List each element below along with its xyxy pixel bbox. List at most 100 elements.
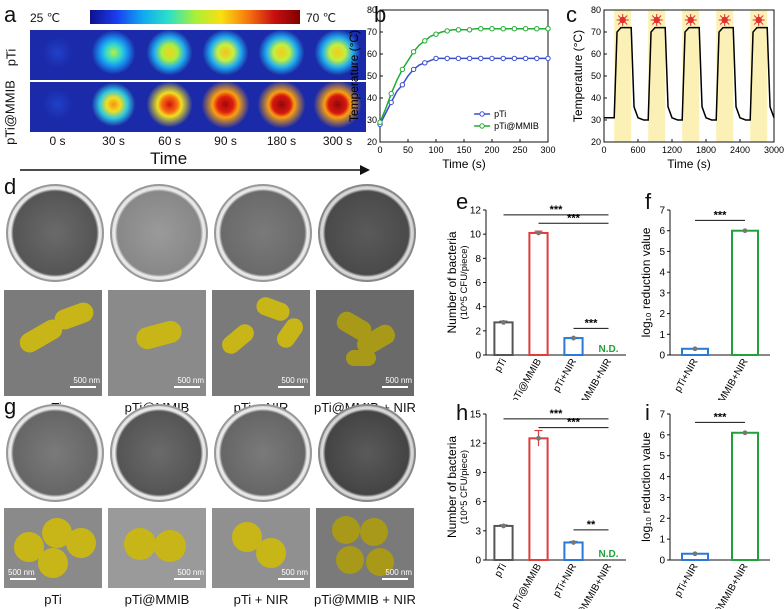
y-tick-label: 6 [659,226,665,237]
thermal-image [310,82,365,132]
laser-on-band [750,10,768,142]
thermal-image [254,82,309,132]
photo-label-pti-mmib-nir: pTi@MMIB + NIR [314,592,416,607]
data-point [501,523,506,529]
y-tick-label: 7 [659,206,665,217]
data-point [742,228,748,234]
thermal-image [254,30,309,80]
data-point [571,335,576,341]
data-point [377,119,383,125]
data-point [410,66,417,73]
significance-label: *** [567,212,581,224]
laser-icon-rays [616,14,629,26]
data-point [455,27,462,33]
not-detected-label: N.D. [599,549,619,560]
time-label-90: 90 s [214,134,237,148]
sem-image: 500 nm [212,508,310,588]
y-tick-label: 12 [470,439,482,450]
data-point [500,55,506,62]
legend-label: pTi@MMIB [494,121,539,131]
laser-icon-rays [650,14,663,26]
legend-label: pTi [494,109,506,119]
sem-image: 500 nm [212,290,310,396]
y-tick-label: 10 [470,230,482,241]
x-tick-label: 600 [630,145,645,155]
panel-label-f: f [645,189,652,214]
significance-label: *** [567,417,581,429]
series-line [379,27,548,123]
chart-i-log-reduction: 0 1 2 3 4 5 6 7 log₁₀ reduction value pTi+NIR pTi@… [639,410,770,609]
data-point [536,230,541,236]
dish-photo [318,184,416,282]
y-tick-label: 50 [367,71,377,81]
legend-marker [479,123,485,129]
y-tick-label: 6 [659,430,665,441]
thermal-image [30,82,85,132]
significance-label: *** [550,204,564,216]
y-axis-label: log₁₀ reduction value [639,432,653,542]
y-tick-label: 4 [659,268,665,279]
x-tick-label: pTi [493,562,509,579]
data-point [489,55,495,62]
data-point [388,90,394,97]
x-tick-label: pTi+NIR [673,357,701,394]
y-tick-label: 70 [367,27,377,37]
panel-label-g: g [4,394,17,419]
x-tick-label: 1200 [662,145,682,155]
x-tick-label: pTi+NIR [673,562,701,599]
y-tick-label: 80 [367,5,377,15]
scale-bar-label: 500 nm [281,376,308,385]
bar [493,321,514,356]
y-axis-label: Number of bacteria [445,436,459,538]
x-tick-label: 150 [456,145,471,155]
sem-image: 500 nm [316,508,414,588]
x-tick-label: 3000 [764,145,784,155]
data-point [433,31,439,37]
time-label-300: 300 s [322,134,353,148]
x-tick-label: pTi@MMIB [510,357,545,400]
series-line [604,26,775,121]
x-axis-label: Time (s) [667,157,711,171]
y-axis-label: log₁₀ reduction value [639,227,653,337]
y-tick-label: 1 [659,330,665,341]
chart-c-cycling-curve: 0 600 1200 1800 2400 3000 20 30 40 50 60 70 80 Time (… [571,5,784,171]
scale-bar-label: 500 nm [177,568,204,577]
scale-bar-label: 500 nm [73,376,100,385]
y-tick-label: 20 [367,137,377,147]
sem-image: 500 nm [108,508,206,588]
thermal-image [198,30,253,80]
data-point [388,99,394,106]
legend-marker [479,111,485,117]
panel-label-a: a [4,2,17,27]
significance-label: *** [550,408,564,420]
y-tick-label: 20 [591,137,601,147]
thermal-image [86,30,141,80]
x-tick-label: pTi@MMIB+NIR [705,357,751,400]
y-tick-label: 50 [591,71,601,81]
data-point [433,55,439,62]
x-tick-label: 250 [512,145,527,155]
thermal-image [86,82,141,132]
bar [563,541,584,561]
chart-f-log-reduction: 0 1 2 3 4 5 6 7 log₁₀ reduction value pTi+NIR pTi@… [639,206,770,400]
row-label-pti-mmib: pTi@MMIB [2,80,18,145]
bar [731,229,759,356]
data-point [692,551,698,557]
dish-photo [214,184,312,282]
chart-h-bacteria-count: 0 3 6 9 12 15 Number of bacteria (10^5 CFU/piec… [445,408,626,609]
thermal-row-pti-mmib [30,82,366,132]
y-tick-label: 0 [659,556,665,567]
y-tick-label: 1 [659,535,665,546]
data-point [511,55,518,62]
scale-bar-label: 500 nm [385,376,412,385]
y-tick-label: 2 [659,309,665,320]
panel-label-h: h [456,400,469,425]
data-point [466,55,473,62]
time-arrow [20,165,370,175]
data-point [536,435,541,441]
data-point [399,82,406,88]
dish-photo [6,184,104,282]
data-point [501,319,506,325]
y-axis-label: Temperature (°C) [571,30,585,122]
scale-bar-label: 500 nm [177,376,204,385]
